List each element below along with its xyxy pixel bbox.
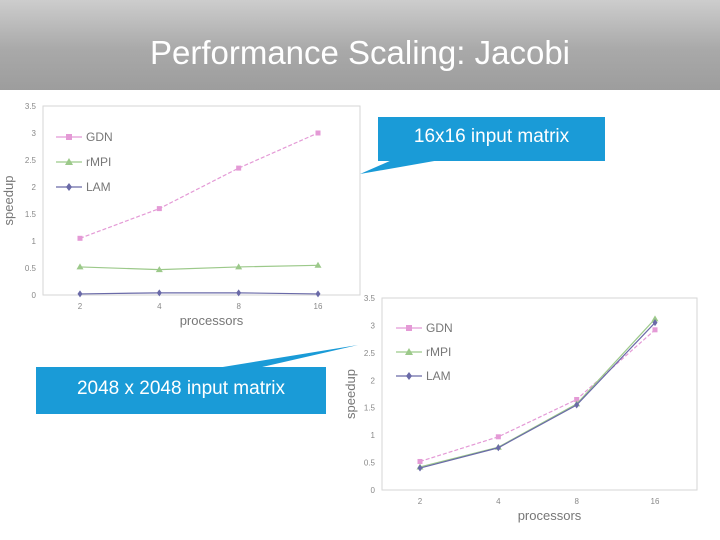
data-point-diamond bbox=[417, 464, 423, 472]
callout-label: 2048 x 2048 input matrix bbox=[76, 378, 286, 399]
series-gdn bbox=[77, 130, 321, 241]
data-point-diamond bbox=[495, 444, 501, 452]
data-point-square bbox=[417, 458, 423, 464]
data-point-diamond bbox=[406, 372, 412, 380]
series-line bbox=[419, 322, 656, 469]
chart-16x16: 0 0.5 1 1.5 2 2.5 3 3.5 2 4 8 16 processors speedup GD… bbox=[1, 102, 361, 328]
data-point-diamond bbox=[652, 319, 658, 327]
x-tick-label: 8 bbox=[236, 302, 241, 311]
y-axis-label: speedup bbox=[1, 176, 16, 226]
callout-pointer-shape bbox=[186, 345, 358, 373]
data-point-triangle bbox=[155, 266, 163, 273]
y-tick-label: 3.5 bbox=[364, 294, 376, 303]
y-tick-label: 0 bbox=[371, 486, 376, 495]
data-point-square bbox=[574, 396, 580, 402]
data-point-triangle bbox=[314, 261, 322, 268]
title-bar: Performance Scaling: Jacobi bbox=[0, 0, 720, 90]
y-tick-label: 3 bbox=[371, 321, 376, 330]
callout-label: 16x16 input matrix bbox=[413, 126, 570, 147]
plot-area bbox=[42, 105, 361, 296]
callout-2048x2048: 2048 x 2048 input matrix bbox=[36, 367, 326, 414]
series-rmpi bbox=[76, 261, 322, 273]
y-tick-label: 2.5 bbox=[25, 156, 37, 165]
data-point-diamond bbox=[574, 401, 580, 409]
x-tick-label: 2 bbox=[78, 302, 83, 311]
data-point-diamond bbox=[315, 290, 321, 298]
data-point-square bbox=[77, 235, 83, 241]
data-point-triangle bbox=[651, 315, 659, 322]
series-line bbox=[419, 318, 656, 468]
data-point-square bbox=[236, 165, 242, 171]
y-tick-label: 1 bbox=[32, 237, 37, 246]
data-point-triangle bbox=[65, 158, 73, 165]
data-point-square bbox=[315, 130, 321, 136]
x-tick-label: 8 bbox=[574, 497, 579, 506]
x-axis-label: processors bbox=[180, 313, 244, 328]
series-line bbox=[79, 264, 319, 271]
series-lam bbox=[417, 319, 658, 472]
legend-label: GDN bbox=[426, 321, 453, 335]
slide-title: Performance Scaling: Jacobi bbox=[149, 34, 571, 71]
data-point-triangle bbox=[76, 263, 84, 270]
legend-label: rMPI bbox=[86, 155, 111, 169]
callout-16x16: 16x16 input matrix bbox=[378, 117, 605, 161]
y-axis-label: speedup bbox=[343, 369, 358, 419]
callout-pointer-shape bbox=[360, 160, 440, 174]
y-tick-label: 2 bbox=[32, 183, 37, 192]
y-tick-label: 1.5 bbox=[25, 210, 37, 219]
legend-label: GDN bbox=[86, 130, 113, 144]
x-tick-label: 16 bbox=[314, 302, 323, 311]
y-tick-label: 0 bbox=[32, 291, 37, 300]
data-point-triangle bbox=[235, 263, 243, 270]
x-tick-label: 4 bbox=[496, 497, 501, 506]
data-point-square bbox=[406, 325, 412, 331]
y-tick-label: 0.5 bbox=[364, 459, 376, 468]
legend-label: LAM bbox=[426, 369, 451, 383]
plot-area bbox=[381, 297, 698, 491]
series-gdn bbox=[417, 327, 658, 464]
x-tick-label: 4 bbox=[157, 302, 162, 311]
y-tick-label: 3.5 bbox=[25, 102, 37, 111]
y-tick-label: 2.5 bbox=[364, 349, 376, 358]
series-lam bbox=[77, 289, 321, 298]
y-tick-label: 1.5 bbox=[364, 404, 376, 413]
y-tick-label: 1 bbox=[371, 431, 376, 440]
x-tick-label: 2 bbox=[418, 497, 423, 506]
chart-2048x2048: 0 0.5 1 1.5 2 2.5 3 3.5 2 4 8 16 processors speedup GD… bbox=[343, 294, 698, 523]
data-point-diamond bbox=[66, 183, 72, 191]
data-point-square bbox=[156, 206, 162, 212]
data-point-square bbox=[66, 134, 72, 140]
y-tick-label: 3 bbox=[32, 129, 37, 138]
data-point-square bbox=[495, 434, 501, 440]
data-point-triangle bbox=[405, 348, 413, 355]
y-tick-label: 0.5 bbox=[25, 264, 37, 273]
legend-label: LAM bbox=[86, 180, 111, 194]
data-point-square bbox=[652, 327, 658, 333]
data-point-diamond bbox=[156, 289, 162, 297]
series-line bbox=[79, 132, 319, 239]
legend-label: rMPI bbox=[426, 345, 451, 359]
x-axis-label: processors bbox=[518, 508, 582, 523]
x-tick-label: 16 bbox=[651, 497, 660, 506]
data-point-diamond bbox=[77, 290, 83, 298]
data-point-diamond bbox=[236, 289, 242, 297]
y-tick-label: 2 bbox=[371, 376, 376, 385]
series-line bbox=[79, 292, 319, 295]
